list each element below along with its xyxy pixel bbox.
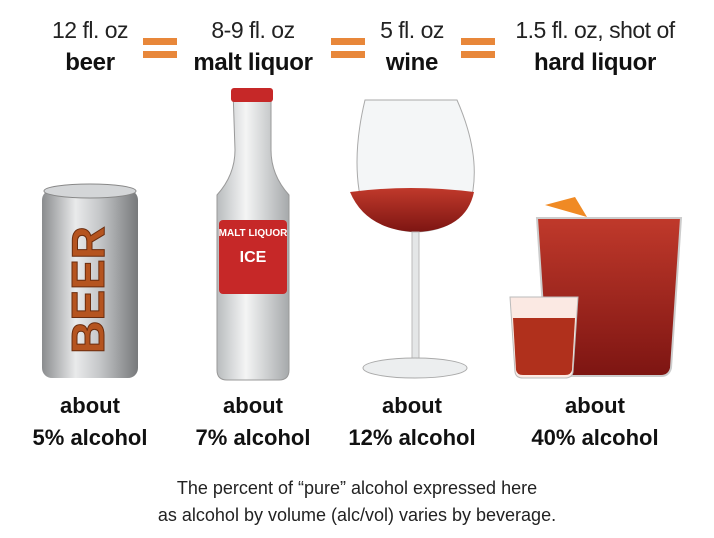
beer-can: BEER: [42, 183, 138, 378]
alcohol: 5% alcohol: [33, 425, 148, 450]
amount: 12 fl. oz: [52, 17, 128, 43]
wine-glass: [350, 99, 475, 379]
drink-name: malt liquor: [193, 49, 312, 76]
can-label: BEER: [62, 226, 114, 354]
liquor-glasses: [509, 197, 683, 379]
footnote: The percent of “pure” alcohol expressed …: [177, 478, 537, 498]
amount: 8-9 fl. oz: [211, 17, 294, 43]
alcohol: 7% alcohol: [196, 425, 311, 450]
amount: 5 fl. oz: [380, 17, 444, 43]
drink-name: wine: [385, 49, 438, 76]
about: about: [382, 393, 443, 418]
malt-liquor-bottle: MALT LIQUOR ICE: [216, 88, 290, 381]
drink-name: hard liquor: [534, 49, 656, 76]
amount: 1.5 fl. oz, shot of: [515, 17, 675, 43]
alcohol: 12% alcohol: [348, 425, 475, 450]
equals-signs: [143, 38, 495, 58]
drink-name: beer: [65, 49, 115, 76]
about: about: [565, 393, 626, 418]
bottle-label: ICE: [240, 249, 267, 266]
about: about: [223, 393, 284, 418]
alcohol: 40% alcohol: [531, 425, 658, 450]
bottle-label: MALT LIQUOR: [219, 228, 288, 239]
about: about: [60, 393, 121, 418]
footnote: as alcohol by volume (alc/vol) varies by…: [158, 505, 556, 525]
